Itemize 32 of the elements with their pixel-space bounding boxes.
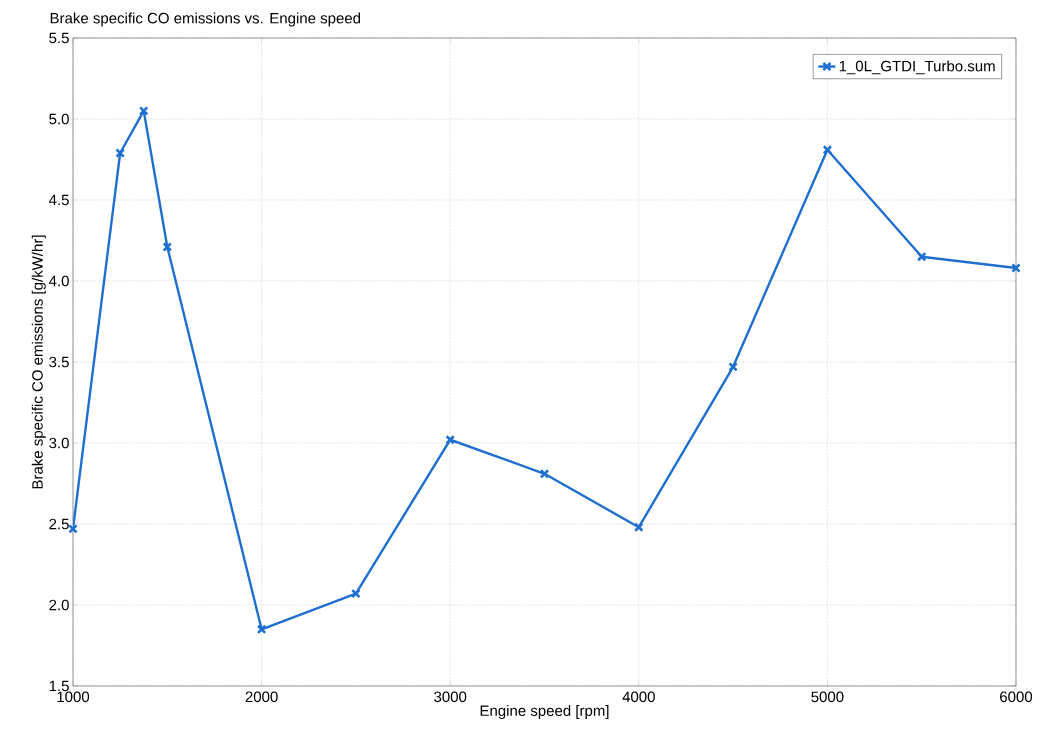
x-tick-label: 5000	[811, 691, 844, 703]
point	[162, 242, 173, 252]
point	[68, 524, 78, 534]
x-tick-label: 3000	[434, 691, 467, 703]
y-tick-label: 5.0	[49, 113, 69, 125]
y-tick-label: 4.0	[48, 275, 69, 287]
legend-label: 1_0L_GTDI_Turbo.sum	[839, 60, 995, 75]
point	[115, 148, 125, 158]
point	[351, 588, 361, 599]
y-tick-label: 2.0	[49, 599, 69, 611]
chart-title: Brake specific CO emissions vs. Engine speed	[50, 12, 361, 27]
y-tick-label: 2.5	[49, 518, 69, 530]
x-tick-label: 1000	[57, 691, 90, 703]
point	[256, 624, 267, 635]
y-tick-label: 5.5	[49, 32, 69, 44]
x-axis-title: Engine speed [rpm]	[480, 705, 609, 719]
y-tick-label: 1.5	[49, 680, 69, 692]
point	[539, 468, 550, 479]
y-tick-label: 3.5	[49, 356, 69, 368]
point	[1011, 263, 1021, 273]
point	[728, 362, 738, 372]
x-tick-label: 6000	[1000, 691, 1033, 703]
point	[822, 144, 833, 155]
point	[916, 251, 927, 262]
y-axis-title: Brake specific CO emissions [g/kW/hr]	[31, 235, 46, 489]
y-tick-label: 3.0	[49, 437, 69, 449]
point	[138, 106, 149, 116]
x-tick-label: 2000	[245, 691, 278, 703]
y-tick-label: 4.5	[48, 194, 69, 206]
x-tick-label: 4000	[622, 691, 655, 703]
point	[633, 522, 644, 533]
point	[445, 434, 456, 445]
